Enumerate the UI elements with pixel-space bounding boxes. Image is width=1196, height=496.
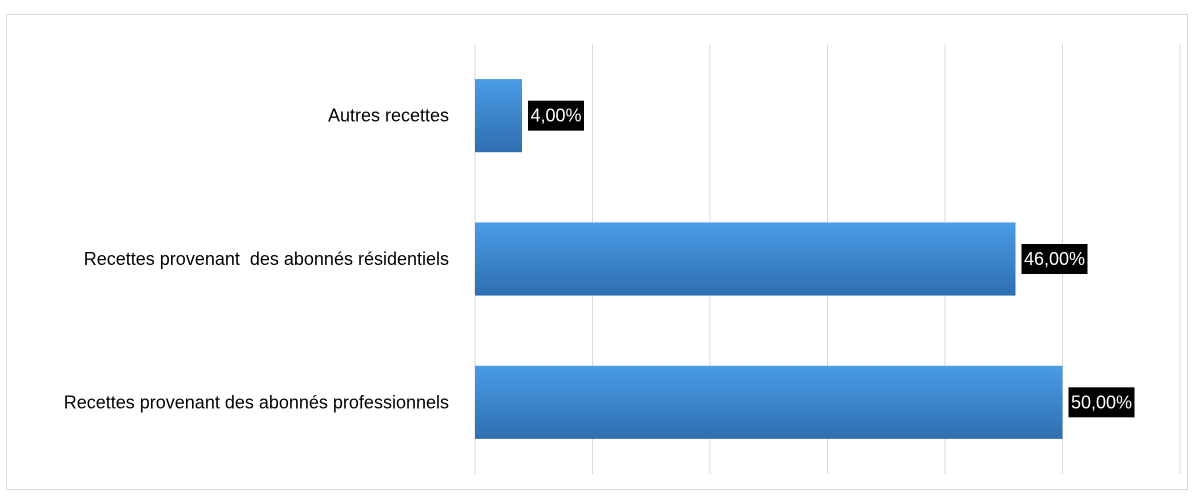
bar	[475, 222, 1016, 296]
category-label: Autres recettes	[328, 106, 449, 126]
bar	[475, 79, 522, 153]
data-label-background	[1021, 244, 1088, 274]
category-label: Recettes provenant des abonnés résidenti…	[84, 249, 449, 269]
data-label: 4,00%	[530, 106, 581, 126]
bar	[475, 365, 1063, 439]
data-label-background	[528, 100, 584, 131]
category-label: Recettes provenant des abonnés professio…	[64, 392, 449, 412]
data-label: 46,00%	[1024, 249, 1085, 269]
data-label-background	[1068, 387, 1135, 418]
data-labels: 4,00% 46,00% 50,00%	[528, 100, 1135, 418]
data-label: 50,00%	[1071, 392, 1132, 412]
category-labels: Autres recettes Recettes provenant des ab…	[64, 106, 449, 413]
bars	[475, 79, 1063, 439]
